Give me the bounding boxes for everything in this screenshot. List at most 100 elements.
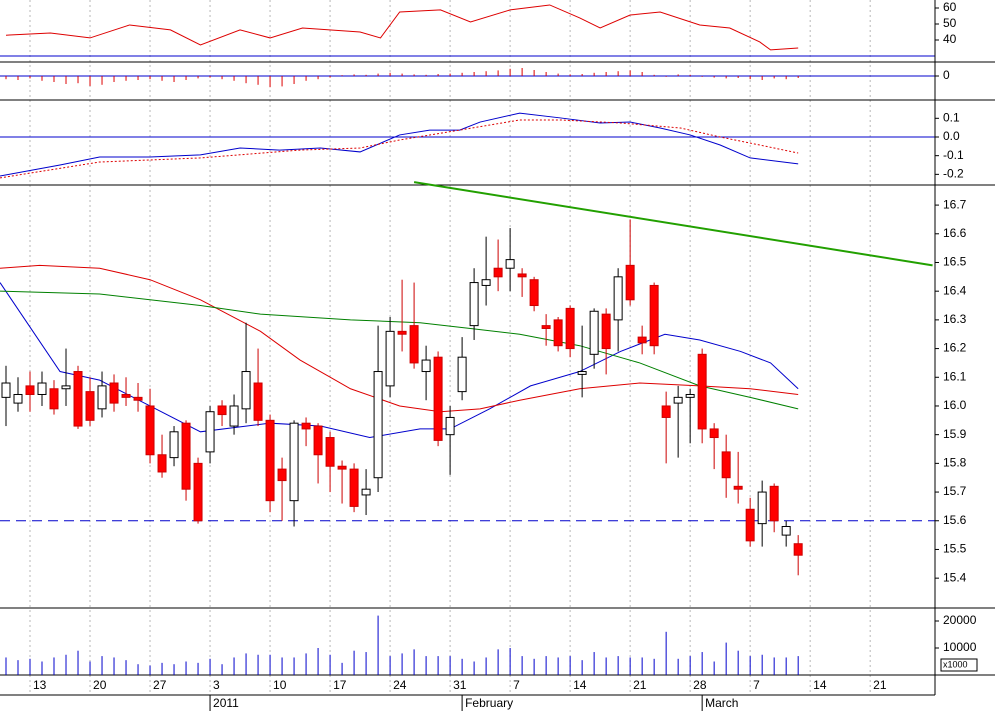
x-tick-label: 7 xyxy=(513,678,520,692)
y-tick-label: 20000 xyxy=(943,613,977,627)
candle-body xyxy=(457,356,467,393)
candle-body xyxy=(433,356,443,441)
candle-body xyxy=(109,382,119,404)
candle-body xyxy=(577,371,587,375)
candle-body xyxy=(97,385,107,410)
candle-body xyxy=(349,468,359,507)
candle-body xyxy=(205,411,215,453)
x-tick-label: 24 xyxy=(393,678,407,692)
candle-body xyxy=(553,319,563,347)
candle-body xyxy=(649,284,659,347)
candle-body xyxy=(721,451,731,479)
candle-body xyxy=(445,416,455,436)
candle-body xyxy=(193,462,203,522)
candle-body xyxy=(253,382,263,421)
candle-body xyxy=(589,310,599,355)
series-line xyxy=(0,264,799,413)
candle-body xyxy=(25,385,35,395)
candle-body xyxy=(793,543,803,556)
candle-body xyxy=(37,382,47,395)
unit-label: x1000 xyxy=(943,659,968,669)
candle-body xyxy=(613,276,623,321)
y-tick-label: 50 xyxy=(943,16,957,30)
candle-body xyxy=(133,396,143,401)
series-line xyxy=(0,112,799,177)
x-tick-label: 14 xyxy=(573,678,587,692)
month-label: 2011 xyxy=(213,696,239,710)
x-tick-label: 17 xyxy=(333,678,347,692)
candle-body xyxy=(493,267,503,278)
candle-body xyxy=(505,259,515,269)
candle-body xyxy=(229,405,239,427)
y-tick-label: 16.4 xyxy=(943,283,967,297)
x-tick-label: 3 xyxy=(213,678,220,692)
candle-body xyxy=(49,388,59,410)
candle-body xyxy=(709,428,719,439)
candle-body xyxy=(397,330,407,335)
y-tick-label: -0.2 xyxy=(943,167,964,181)
candle-body xyxy=(565,307,575,350)
candle-body xyxy=(469,282,479,327)
x-tick-label: 20 xyxy=(93,678,107,692)
x-tick-label: 7 xyxy=(753,678,760,692)
y-tick-label: 16.6 xyxy=(943,226,967,240)
candle-body xyxy=(517,273,527,278)
candle-body xyxy=(277,468,287,482)
candle-body xyxy=(733,485,743,490)
candle-body xyxy=(1,382,11,398)
candle-body xyxy=(13,393,23,404)
candle-body xyxy=(61,385,71,390)
candle-body xyxy=(121,393,131,398)
candle-body xyxy=(85,391,95,421)
candle-body xyxy=(481,279,491,286)
candle-body xyxy=(337,465,347,470)
candle-body xyxy=(373,371,383,479)
candle-body xyxy=(637,336,647,344)
candle-body xyxy=(601,313,611,350)
x-tick-label: 10 xyxy=(273,678,287,692)
candle-body xyxy=(685,393,695,398)
candle-body xyxy=(301,422,311,430)
y-tick-label: 16.0 xyxy=(943,398,967,412)
y-tick-label: 15.5 xyxy=(943,542,967,556)
y-tick-label: 15.8 xyxy=(943,456,967,470)
x-tick-label: 31 xyxy=(453,678,467,692)
candle-body xyxy=(541,325,551,329)
month-label: March xyxy=(705,696,738,710)
candle-body xyxy=(145,405,155,456)
y-tick-label: 15.6 xyxy=(943,513,967,527)
y-tick-label: 16.1 xyxy=(943,369,967,383)
y-tick-label: 40 xyxy=(943,32,957,46)
y-tick-label: 16.7 xyxy=(943,197,967,211)
candle-body xyxy=(265,419,275,502)
x-tick-label: 13 xyxy=(33,678,47,692)
candle-body xyxy=(529,279,539,307)
candle-body xyxy=(289,422,299,502)
candle-body xyxy=(241,371,251,410)
y-tick-label: 15.7 xyxy=(943,484,967,498)
y-tick-label: 60 xyxy=(943,0,957,14)
candle-body xyxy=(73,371,83,427)
y-tick-label: 10000 xyxy=(943,640,977,654)
y-tick-label: 15.4 xyxy=(943,570,967,584)
candle-body xyxy=(217,405,227,416)
candle-body xyxy=(157,454,167,473)
candle-body xyxy=(697,353,707,430)
candle-body xyxy=(661,405,671,418)
candle-body xyxy=(673,396,683,404)
candle-body xyxy=(169,431,179,459)
candle-body xyxy=(313,425,323,456)
unit-box xyxy=(940,658,978,672)
candle-body xyxy=(769,485,779,522)
candle-body xyxy=(421,359,431,373)
y-tick-label: 16.5 xyxy=(943,255,967,269)
candle-body xyxy=(745,508,755,542)
y-tick-label: 0.1 xyxy=(943,110,960,124)
y-tick-label: 0 xyxy=(943,68,950,82)
y-tick-label: 15.9 xyxy=(943,427,967,441)
x-tick-label: 14 xyxy=(813,678,827,692)
candle-body xyxy=(361,488,371,496)
x-tick-label: 27 xyxy=(153,678,167,692)
